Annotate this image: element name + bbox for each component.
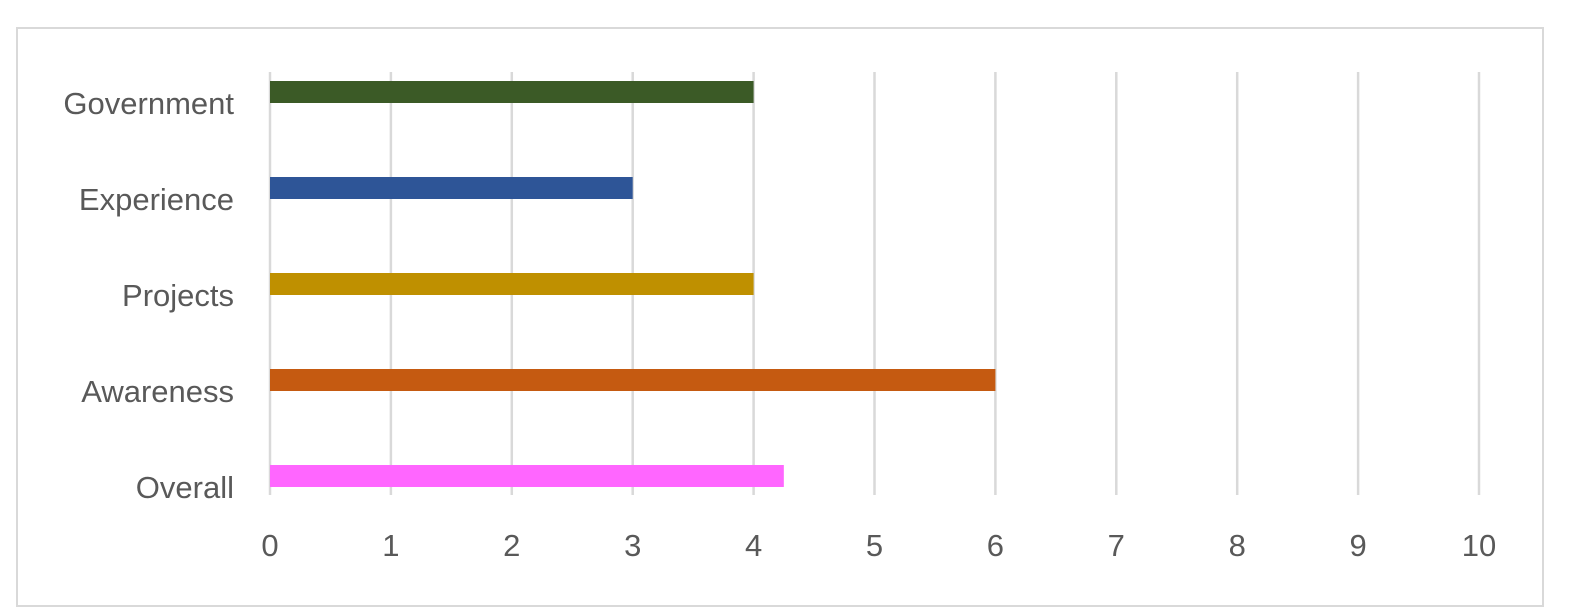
bars	[270, 81, 996, 487]
bar-chart: Government Experience Projects Awareness Ove…	[63, 72, 1496, 563]
x-tick-label: 6	[987, 528, 1004, 563]
x-tick-label: 7	[1108, 528, 1125, 563]
bar-projects	[270, 273, 754, 295]
category-labels: Government Experience Projects Awareness Ove…	[63, 86, 234, 505]
x-tick-label: 1	[382, 528, 399, 563]
x-tick-labels: 0 1 2 3 4 5 6 7 8 9 10	[261, 528, 1496, 563]
bar-government	[270, 81, 754, 103]
category-label-overall: Overall	[136, 470, 234, 505]
x-tick-label: 8	[1229, 528, 1246, 563]
x-tick-label: 10	[1462, 528, 1496, 563]
bar-awareness	[270, 369, 996, 391]
x-tick-label: 2	[503, 528, 520, 563]
bar-overall	[270, 465, 784, 487]
x-tick-label: 4	[745, 528, 762, 563]
bar-experience	[270, 177, 633, 199]
x-tick-label: 3	[624, 528, 641, 563]
x-tick-label: 0	[261, 528, 278, 563]
gridlines	[268, 72, 1481, 495]
category-label-projects: Projects	[122, 278, 234, 313]
x-tick-label: 9	[1349, 528, 1366, 563]
category-label-government: Government	[63, 86, 234, 121]
x-tick-label: 5	[866, 528, 883, 563]
category-label-awareness: Awareness	[81, 374, 234, 409]
category-label-experience: Experience	[79, 182, 234, 217]
